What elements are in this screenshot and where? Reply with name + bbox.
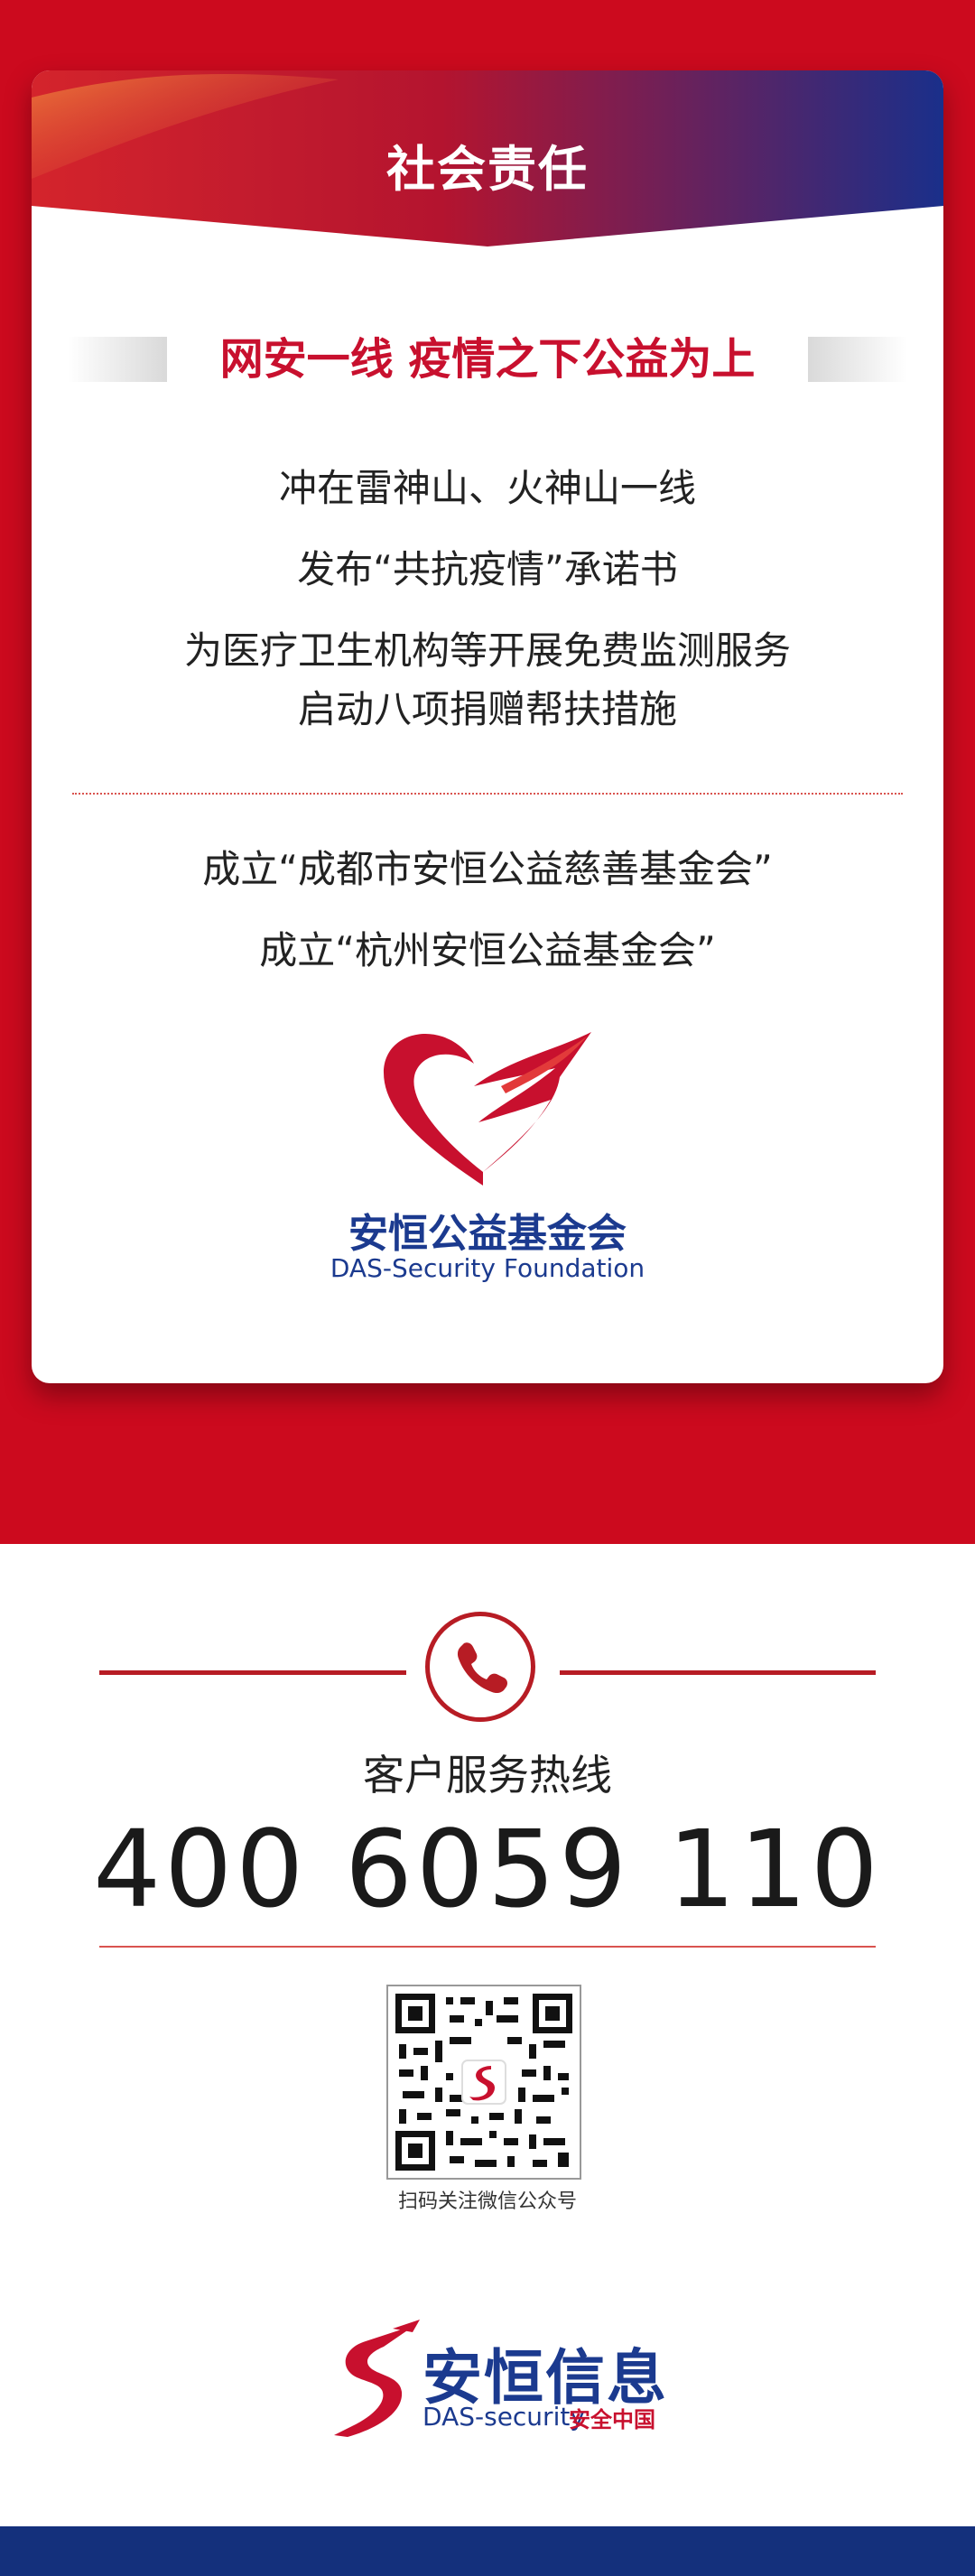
content-line: 为医疗卫生机构等开展免费监测服务: [183, 628, 791, 673]
company-logo-icon: [334, 2320, 420, 2437]
company-name-cn: 安恒信息: [422, 2343, 668, 2413]
heart-wings-icon: [384, 1032, 591, 1186]
content-line: 冲在雷神山、火神山一线: [278, 466, 696, 510]
hotline-rule-right: [560, 1670, 876, 1675]
company-tagline: 安全中国: [569, 2407, 655, 2432]
card-subtitle: 网安一线 疫情之下公益为上: [219, 334, 756, 385]
foundation-line: 成立“成都市安恒公益慈善基金会”: [202, 847, 773, 891]
content-line: 发布“共抗疫情”承诺书: [297, 547, 678, 591]
company-name-en: DAS-security: [422, 2402, 585, 2432]
foundation-name-en: DAS-Security Foundation: [330, 1253, 645, 1283]
card-title: 社会责任: [386, 141, 589, 198]
dotted-divider: [72, 793, 903, 795]
content-line: 启动八项捐赠帮扶措施: [297, 687, 677, 731]
hotline-number[interactable]: 400 6059 110: [93, 1807, 882, 1931]
phone-icon[interactable]: [425, 1612, 535, 1722]
subtitle-bar-left: [68, 337, 167, 382]
card-banner: 社会责任: [32, 70, 943, 260]
qr-caption: 扫码关注微信公众号: [397, 2190, 577, 2213]
foundation-name-cn: 安恒公益基金会: [348, 1211, 627, 1257]
foundation-line: 成立“杭州安恒公益基金会”: [259, 928, 716, 972]
subtitle-row: 网安一线 疫情之下公益为上: [32, 328, 943, 391]
wechat-qr-code[interactable]: [386, 1985, 581, 2180]
subtitle-bar-right: [808, 337, 907, 382]
social-responsibility-card: 社会责任 网安一线 疫情之下公益为上 冲在雷神山、火神山一线 发布“共抗疫情”承…: [32, 70, 943, 1383]
hotline-rule-left: [99, 1670, 406, 1675]
footer-bar: [0, 2526, 975, 2576]
hotline-divider: [99, 1946, 876, 1948]
hotline-label: 客户服务热线: [363, 1751, 612, 1799]
